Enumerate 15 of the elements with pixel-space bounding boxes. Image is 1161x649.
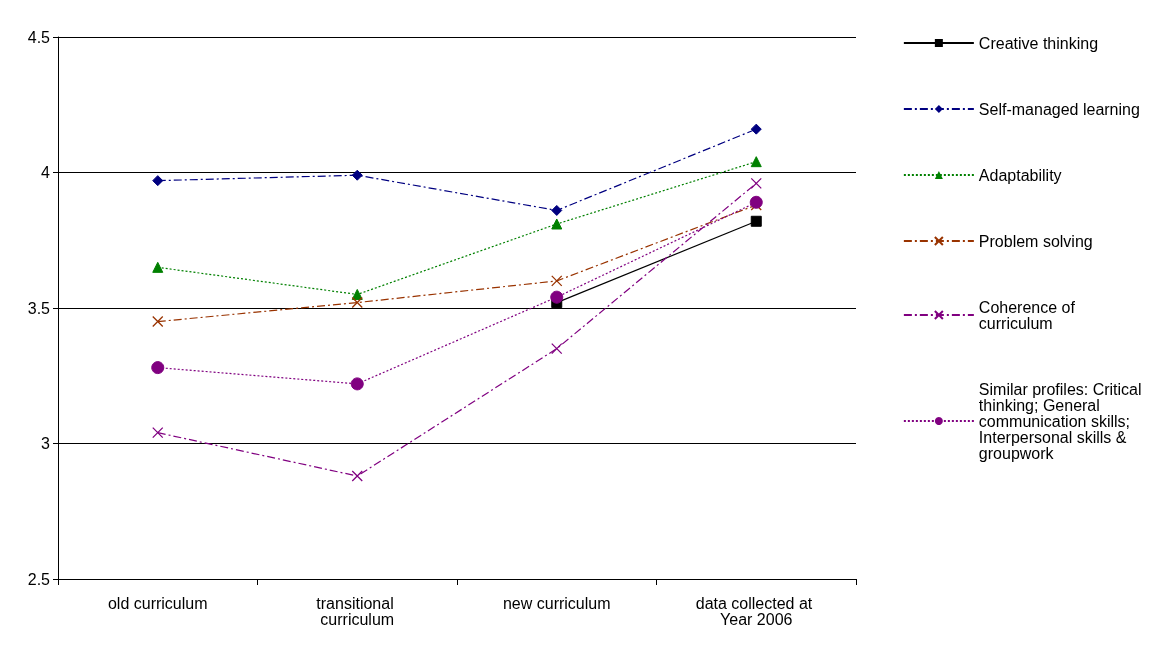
- legend-label: Problem solving: [978, 232, 1093, 250]
- legend-label: Similar profiles: Critical thinking; General communication skills; Interpersonal skills & groupwork: [978, 380, 1146, 462]
- legend-label: Self-managed learning: [978, 100, 1140, 118]
- x-tick-label: new curriculum: [502, 594, 611, 612]
- legend-label: Coherence of curriculum: [978, 298, 1080, 332]
- x-tick-label: old curriculum: [107, 594, 208, 612]
- y-tick-label: 4: [41, 164, 51, 181]
- legend-label: Adaptability: [978, 166, 1062, 184]
- x-tick-label: data collected at Year 2006: [695, 594, 817, 628]
- y-tick-label: 3: [41, 435, 51, 452]
- y-tick-label: 4.5: [27, 28, 51, 46]
- legend-label: Creative thinking: [978, 34, 1099, 52]
- y-tick-label: 3.5: [27, 299, 51, 317]
- x-tick-label: transitional curriculum: [316, 594, 399, 628]
- y-tick-label: 2.5: [27, 570, 51, 588]
